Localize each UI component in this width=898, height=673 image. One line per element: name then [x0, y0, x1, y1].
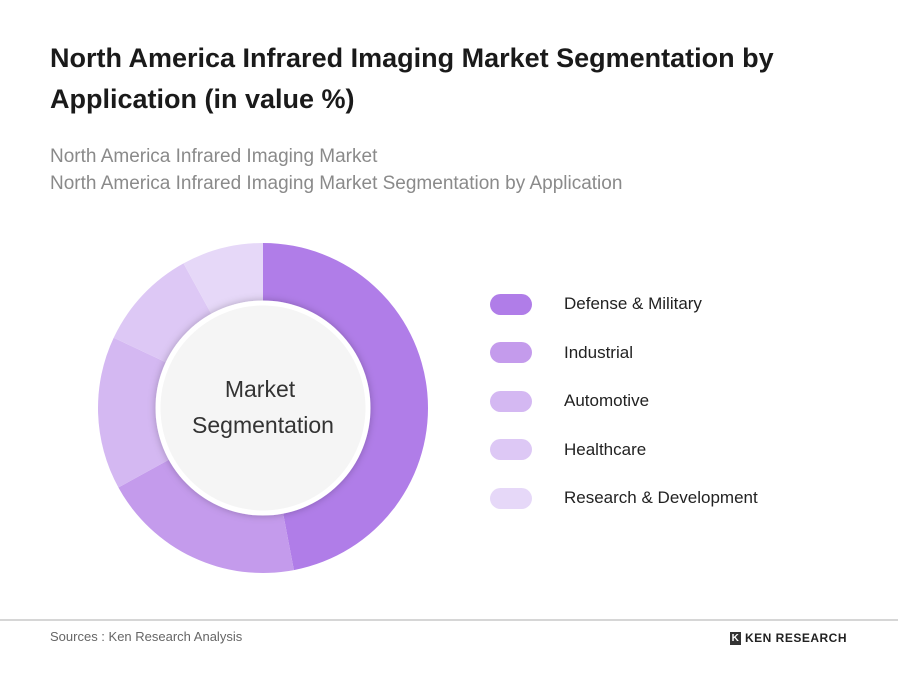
- legend-swatch: [490, 342, 532, 364]
- logo-icon: K: [730, 631, 741, 645]
- legend-label: Research & Development: [564, 488, 758, 508]
- chart-subtitle-2: North America Infrared Imaging Market Se…: [50, 173, 623, 194]
- legend-item: Automotive: [490, 377, 758, 426]
- legend-swatch: [490, 487, 532, 509]
- chart-title: North America Infrared Imaging Market Se…: [50, 43, 774, 114]
- legend-label: Automotive: [564, 391, 650, 411]
- legend-item: Industrial: [490, 329, 758, 378]
- logo-text: KEN RESEARCH: [745, 631, 848, 645]
- donut-center: [155, 300, 371, 516]
- chart-subtitle-1: North America Infrared Imaging Market: [50, 146, 378, 167]
- legend-label: Healthcare: [564, 439, 647, 459]
- legend-swatch: [490, 390, 532, 412]
- source-note: Sources : Ken Research Analysis: [50, 629, 243, 644]
- legend-label: Industrial: [564, 342, 633, 362]
- legend-item: Healthcare: [490, 426, 758, 475]
- divider: [0, 619, 898, 621]
- legend: Defense & Military Industrial Automotive He…: [490, 280, 758, 523]
- ken-research-logo: K KEN RESEARCH: [730, 631, 847, 645]
- legend-item: Research & Development: [490, 474, 758, 523]
- legend-item: Defense & Military: [490, 280, 758, 329]
- legend-label: Defense & Military: [564, 294, 702, 314]
- legend-swatch: [490, 439, 532, 461]
- center-label-2: Segmentation: [192, 412, 334, 438]
- legend-swatch: [490, 293, 532, 315]
- center-label-1: Market: [225, 376, 296, 402]
